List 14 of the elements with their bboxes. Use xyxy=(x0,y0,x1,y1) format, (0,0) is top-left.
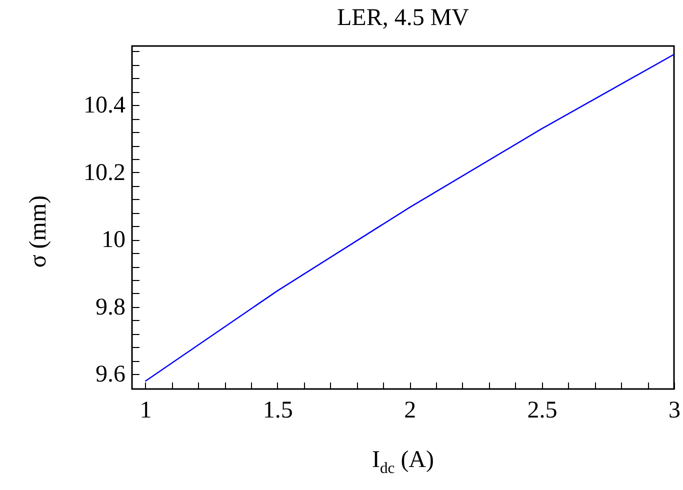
x-tick-label: 1 xyxy=(140,398,152,424)
y-tick-label: 10 xyxy=(102,227,126,254)
y-tick-label: 9.8 xyxy=(96,294,126,320)
y-tick-label: 9.6 xyxy=(96,362,126,388)
x-axis-title: I$_{dc}$ (A) xyxy=(370,447,436,478)
x-tick-label: 3 xyxy=(668,398,680,424)
line-series xyxy=(144,54,674,382)
y-axis-title: σ (mm) xyxy=(26,194,52,270)
y-tick-label: 10.4 xyxy=(84,92,126,119)
x-tick-label: 2.5 xyxy=(527,398,558,424)
x-tick-label: 1.5 xyxy=(262,398,293,424)
y-tick-label: 10.2 xyxy=(84,160,126,186)
chart-title: LER, 4.5 MV xyxy=(336,5,470,32)
x-tick-label: 2 xyxy=(404,398,416,424)
